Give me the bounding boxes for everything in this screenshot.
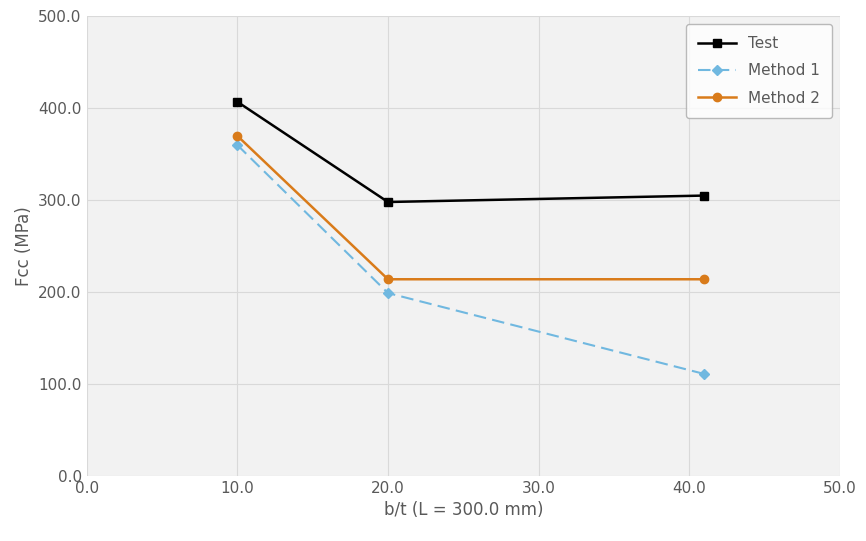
Method 2 <box>699 276 709 282</box>
Method 1 <box>232 142 242 148</box>
Test <box>232 98 242 105</box>
X-axis label: b/t (L = 300.0 mm): b/t (L = 300.0 mm) <box>384 502 543 519</box>
Line: Method 1: Method 1 <box>234 142 708 378</box>
Test <box>383 199 393 205</box>
Method 2 <box>383 276 393 282</box>
Legend: Test, Method 1, Method 2: Test, Method 1, Method 2 <box>686 24 832 118</box>
Method 1 <box>383 290 393 296</box>
Y-axis label: Fcc (MPa): Fcc (MPa) <box>15 206 33 286</box>
Test <box>699 193 709 199</box>
Method 1 <box>699 371 709 377</box>
Method 2 <box>232 133 242 139</box>
Line: Method 2: Method 2 <box>233 131 708 283</box>
Line: Test: Test <box>233 97 708 206</box>
